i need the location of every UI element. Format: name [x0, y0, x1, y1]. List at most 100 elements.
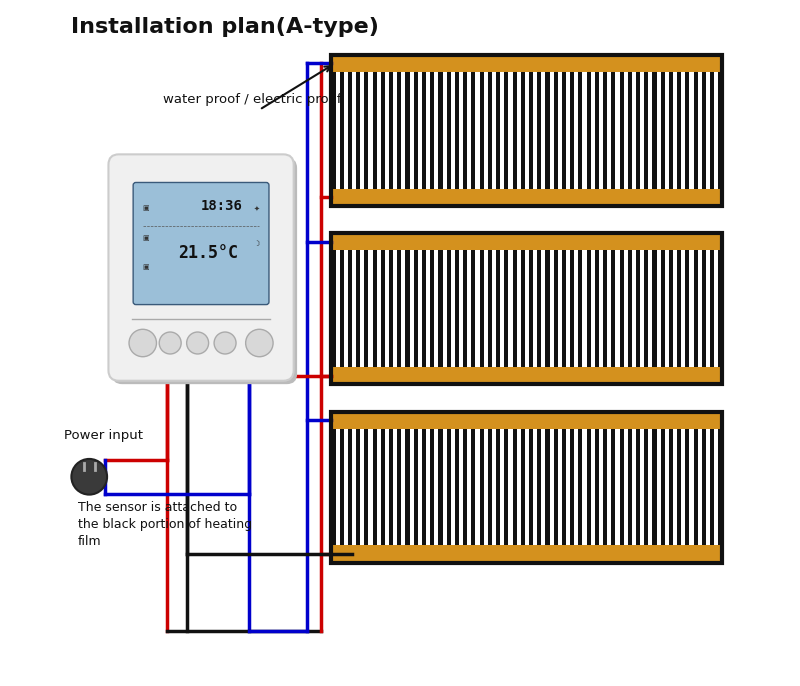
Bar — [418, 412, 422, 563]
Bar — [418, 55, 422, 206]
Bar — [475, 233, 479, 384]
Text: water proof / electric proof: water proof / electric proof — [163, 93, 342, 106]
Bar — [574, 412, 578, 563]
Bar — [360, 55, 364, 206]
Bar — [467, 55, 471, 206]
Bar — [648, 55, 653, 206]
Bar — [331, 412, 722, 429]
Bar — [475, 55, 479, 206]
Text: ☽: ☽ — [253, 241, 259, 246]
Bar — [360, 412, 364, 563]
Bar — [459, 55, 463, 206]
Bar — [402, 233, 406, 384]
Circle shape — [129, 329, 157, 357]
Bar — [632, 55, 636, 206]
Bar — [331, 545, 722, 563]
Bar — [673, 412, 677, 563]
Bar — [690, 55, 694, 206]
Bar — [599, 412, 603, 563]
Text: ▣: ▣ — [142, 206, 150, 211]
Bar — [426, 233, 430, 384]
Bar — [640, 233, 644, 384]
Bar — [335, 55, 340, 206]
Bar — [393, 55, 398, 206]
Bar — [331, 55, 722, 72]
Bar — [714, 233, 718, 384]
Bar — [590, 412, 595, 563]
Bar — [517, 55, 521, 206]
Bar — [714, 55, 718, 206]
Bar — [607, 412, 611, 563]
Bar — [434, 233, 438, 384]
Bar — [500, 233, 504, 384]
Bar — [402, 412, 406, 563]
Bar — [582, 412, 586, 563]
Bar — [665, 55, 669, 206]
Bar — [582, 233, 586, 384]
Bar — [410, 233, 414, 384]
Bar — [377, 55, 381, 206]
Bar — [467, 412, 471, 563]
Bar — [331, 189, 722, 206]
Bar — [665, 233, 669, 384]
Bar — [542, 412, 546, 563]
Bar — [335, 233, 340, 384]
Bar — [331, 233, 722, 384]
Bar — [360, 233, 364, 384]
Bar — [590, 233, 595, 384]
Bar — [331, 412, 722, 563]
Bar — [607, 55, 611, 206]
Bar — [640, 55, 644, 206]
Bar — [385, 412, 389, 563]
Bar — [632, 412, 636, 563]
Text: ▣: ▣ — [142, 235, 150, 241]
Bar — [393, 233, 398, 384]
Bar — [352, 412, 356, 563]
Bar — [657, 412, 661, 563]
Text: Power input: Power input — [64, 429, 143, 442]
Bar — [352, 233, 356, 384]
Bar — [377, 412, 381, 563]
Bar — [657, 233, 661, 384]
Bar — [698, 55, 702, 206]
Bar — [607, 233, 611, 384]
FancyBboxPatch shape — [112, 158, 297, 384]
Bar — [331, 55, 722, 206]
Bar — [344, 55, 348, 206]
Bar — [450, 55, 455, 206]
Bar — [665, 412, 669, 563]
Bar — [402, 55, 406, 206]
Bar — [410, 55, 414, 206]
Bar — [434, 55, 438, 206]
Bar — [682, 412, 686, 563]
Bar — [698, 412, 702, 563]
Bar — [624, 233, 628, 384]
Bar — [706, 412, 710, 563]
Bar — [410, 412, 414, 563]
Bar — [517, 412, 521, 563]
Bar — [698, 233, 702, 384]
Bar — [426, 412, 430, 563]
Bar — [344, 412, 348, 563]
Circle shape — [246, 329, 273, 357]
Bar — [393, 412, 398, 563]
Bar — [533, 55, 537, 206]
Bar — [492, 412, 496, 563]
Bar — [331, 233, 722, 384]
Bar — [558, 412, 562, 563]
Bar — [574, 233, 578, 384]
Bar — [369, 233, 373, 384]
Bar — [352, 55, 356, 206]
Bar — [533, 412, 537, 563]
Bar — [714, 412, 718, 563]
Bar — [615, 233, 619, 384]
Bar — [640, 412, 644, 563]
Bar — [673, 233, 677, 384]
Bar — [599, 233, 603, 384]
Bar — [385, 55, 389, 206]
Bar — [682, 233, 686, 384]
Text: 21.5°C: 21.5°C — [178, 244, 238, 262]
Circle shape — [214, 332, 236, 354]
Bar — [624, 55, 628, 206]
Bar — [442, 233, 446, 384]
